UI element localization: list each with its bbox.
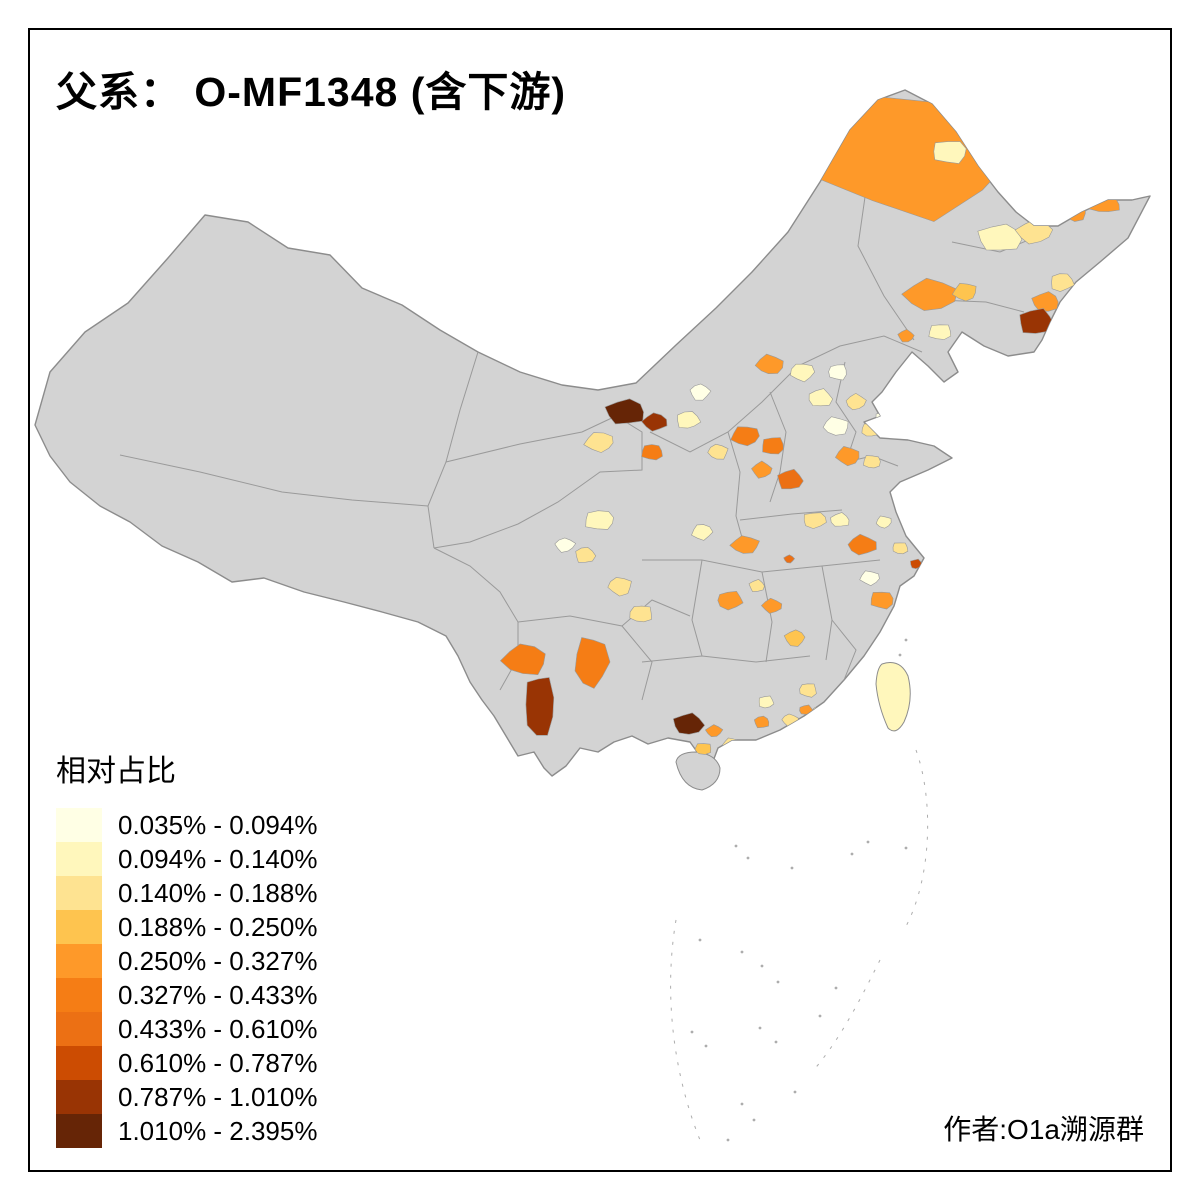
legend-label: 0.433% - 0.610% <box>118 1013 318 1044</box>
map-region <box>861 423 879 437</box>
map-region <box>604 398 644 425</box>
map-region <box>585 510 614 530</box>
page-title: 父系： O-MF1348 (含下游) <box>56 69 567 115</box>
legend: 相对占比 0.035% - 0.094% 0.094% - 0.140% 0.140… <box>56 746 317 1148</box>
legend-label: 1.010% - 2.395% <box>118 1115 318 1146</box>
legend-swatch <box>56 978 102 1012</box>
map-region <box>830 694 846 706</box>
legend-swatch <box>56 1080 102 1114</box>
map-region <box>1051 273 1075 292</box>
legend-swatch <box>56 1046 102 1080</box>
legend-swatch <box>56 808 102 842</box>
map-region <box>677 411 702 429</box>
author-credit: 作者:O1a溯源群 <box>943 1114 1144 1145</box>
map-region <box>810 707 825 718</box>
map-region <box>672 712 706 735</box>
map-region <box>847 533 877 556</box>
legend-swatch <box>56 876 102 910</box>
legend-label: 0.188% - 0.250% <box>118 911 318 942</box>
map-region <box>803 512 827 529</box>
map-region <box>760 597 783 614</box>
map-region <box>554 537 577 553</box>
map-region <box>828 364 847 381</box>
map-region <box>870 591 894 610</box>
legend-item: 0.433% - 0.610% <box>56 1012 317 1046</box>
map-region <box>783 554 796 564</box>
taiwan-island-shape <box>875 662 911 732</box>
map-region <box>641 412 668 432</box>
legend-item: 0.787% - 1.010% <box>56 1080 317 1114</box>
legend-title: 相对占比 <box>56 755 176 788</box>
legend-items: 0.035% - 0.094% 0.094% - 0.140% 0.140% - 0… <box>56 808 317 1148</box>
map-region <box>691 524 714 541</box>
map-region <box>835 446 860 467</box>
legend-item: 0.188% - 0.250% <box>56 910 317 944</box>
map-region <box>689 383 712 401</box>
legend-label: 0.140% - 0.188% <box>118 877 318 908</box>
legend-swatch <box>56 1012 102 1046</box>
map-region <box>499 643 546 676</box>
map-region <box>928 324 952 340</box>
legend-item: 0.327% - 0.433% <box>56 978 317 1012</box>
legend-swatch <box>56 910 102 944</box>
map-region <box>790 363 816 383</box>
legend-label: 0.250% - 0.327% <box>118 945 318 976</box>
map-region <box>822 416 849 436</box>
map-region <box>875 515 892 529</box>
map-region <box>607 577 632 597</box>
map-region <box>933 141 967 164</box>
legend-label: 0.094% - 0.140% <box>118 843 318 874</box>
legend-label: 0.787% - 1.010% <box>118 1081 318 1112</box>
map-region <box>574 637 611 689</box>
map-region <box>754 353 784 375</box>
map-region <box>629 605 652 623</box>
map-region <box>575 546 597 563</box>
legend-item: 0.610% - 0.787% <box>56 1046 317 1080</box>
legend-item: 0.250% - 0.327% <box>56 944 317 978</box>
map-region <box>751 460 773 479</box>
map-region <box>753 715 770 729</box>
map-region <box>730 426 760 447</box>
map-region <box>777 468 804 490</box>
legend-swatch <box>56 944 102 978</box>
map-region <box>783 629 806 647</box>
map-region <box>717 590 744 611</box>
legend-swatch <box>56 842 102 876</box>
map-region <box>748 579 765 593</box>
map-region <box>641 444 663 461</box>
map-region <box>525 677 555 736</box>
legend-item: 0.140% - 0.188% <box>56 876 317 910</box>
map-region <box>799 683 817 698</box>
legend-item: 0.035% - 0.094% <box>56 808 317 842</box>
map-region <box>1061 202 1086 222</box>
legend-item: 0.094% - 0.140% <box>56 842 317 876</box>
map-region <box>758 695 775 709</box>
map-region <box>859 570 880 586</box>
map-region <box>830 512 850 527</box>
map-region <box>762 437 784 455</box>
map-region <box>729 535 760 554</box>
legend-label: 0.327% - 0.433% <box>118 979 318 1010</box>
map-region <box>951 282 977 302</box>
map-region <box>1031 291 1059 312</box>
legend-swatch <box>56 1114 102 1148</box>
legend-label: 0.035% - 0.094% <box>118 809 318 840</box>
legend-item: 1.010% - 2.395% <box>56 1114 317 1148</box>
map-region <box>845 392 867 411</box>
map-region <box>875 412 892 425</box>
map-region <box>808 388 834 407</box>
hainan-island-shape <box>675 751 721 791</box>
map-region <box>863 455 881 469</box>
map-region <box>892 542 909 555</box>
map-region <box>583 432 614 453</box>
legend-label: 0.610% - 0.787% <box>118 1047 318 1078</box>
map-region <box>707 443 729 460</box>
map-region <box>897 328 915 343</box>
map-region <box>704 724 724 738</box>
map-region <box>901 277 959 311</box>
map-region <box>892 605 909 618</box>
